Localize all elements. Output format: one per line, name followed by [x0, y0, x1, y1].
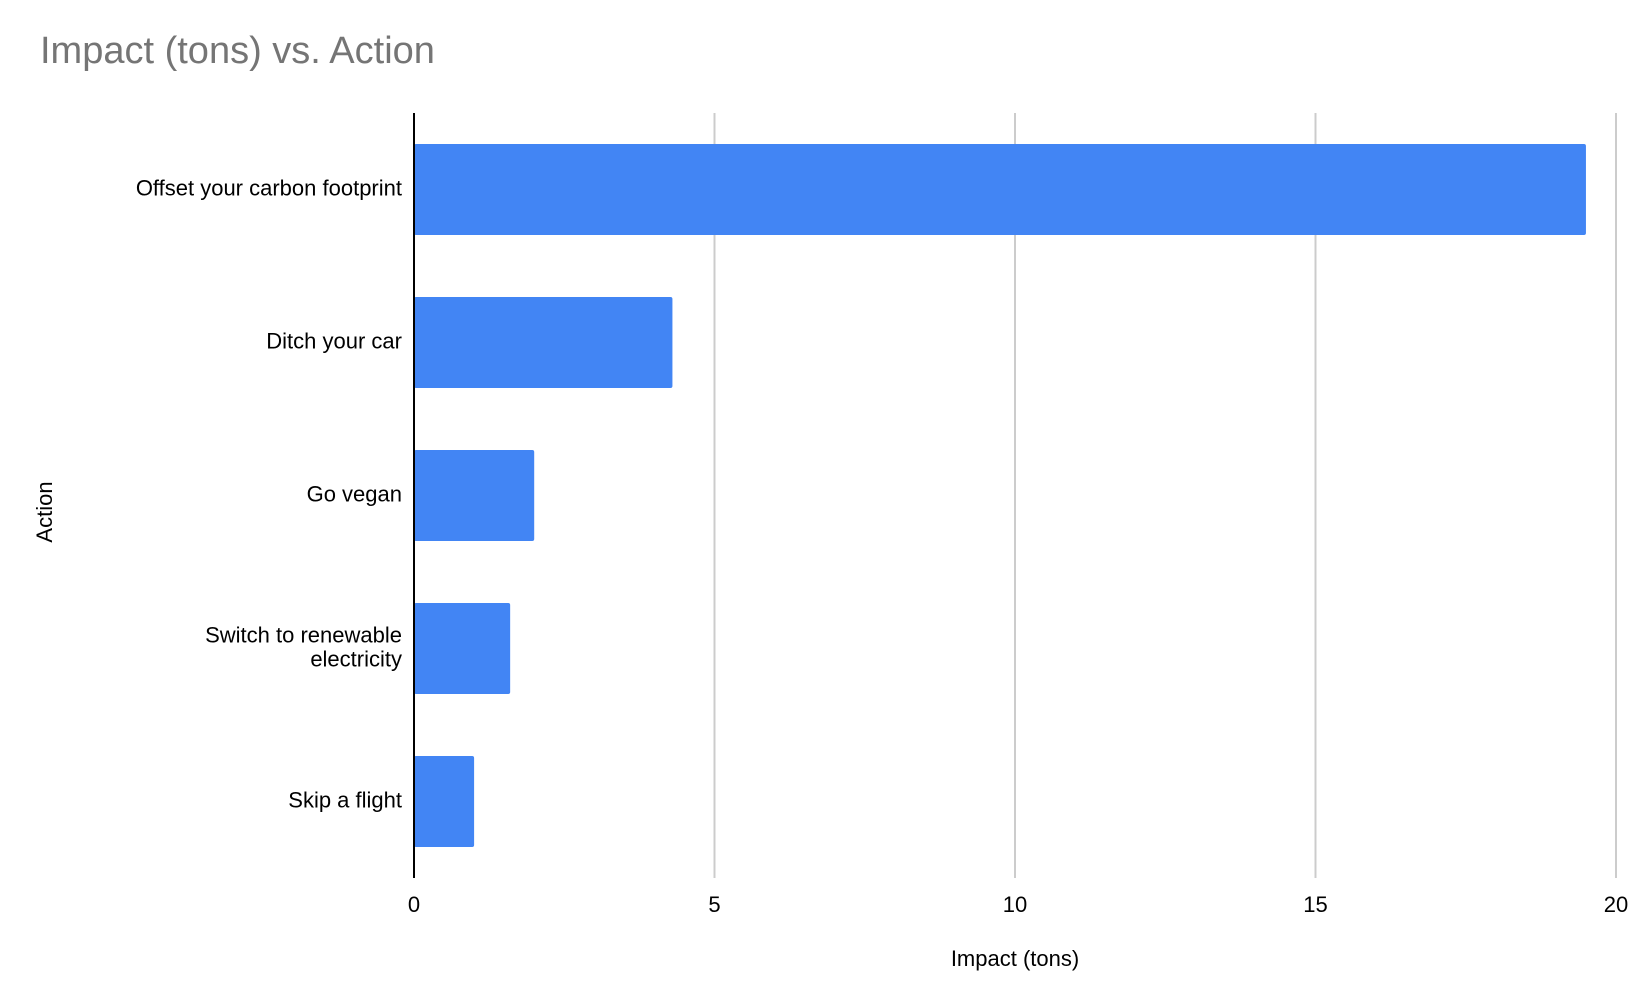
- category-label: Switch to renewable electricity: [205, 622, 402, 671]
- bar: [414, 450, 535, 541]
- chart-title: Impact (tons) vs. Action: [40, 30, 435, 72]
- category-label: Go vegan: [307, 481, 402, 506]
- x-tick-label: 15: [1303, 892, 1327, 917]
- category-label: Offset your carbon footprint: [136, 175, 402, 200]
- category-labels: Offset your carbon footprint Ditch your c…: [136, 175, 402, 812]
- x-tick-label: 0: [408, 892, 420, 917]
- x-tick-label: 5: [708, 892, 720, 917]
- x-tick-label: 20: [1604, 892, 1628, 917]
- bar: [414, 144, 1586, 235]
- category-label: Ditch your car: [266, 328, 402, 353]
- x-tick-label: 10: [1003, 892, 1027, 917]
- category-label: Skip a flight: [288, 787, 402, 812]
- gridlines: [713, 113, 1617, 878]
- bars: [414, 144, 1586, 847]
- bar: [414, 297, 673, 388]
- bar: [414, 756, 475, 847]
- x-axis-title: Impact (tons): [951, 946, 1079, 971]
- x-tick-labels: 0 5 10 15 20: [408, 892, 1628, 917]
- y-axis-title: Action: [32, 481, 57, 542]
- bar: [414, 603, 511, 694]
